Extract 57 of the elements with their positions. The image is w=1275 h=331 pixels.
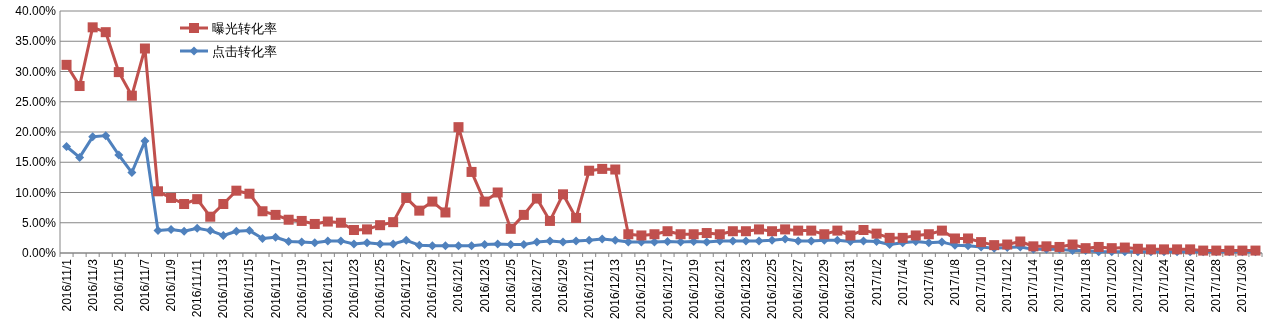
- x-tick-label: 2016/12/5: [503, 258, 518, 313]
- x-tick-label: 2016/12/9: [556, 258, 571, 313]
- x-tick-label: 2016/12/17: [660, 258, 675, 320]
- x-tick-label: 2016/11/29: [425, 258, 440, 319]
- x-tick-label: 2016/12/1: [451, 258, 466, 313]
- x-tick-label: 2016/12/3: [477, 258, 492, 313]
- x-tick-label: 2016/11/5: [111, 258, 126, 312]
- x-tick-label: 2016/12/25: [765, 258, 780, 320]
- x-tick-label: 2016/12/11: [582, 258, 597, 319]
- x-tick-label: 2016/11/23: [346, 258, 361, 319]
- x-tick-label: 2016/12/27: [791, 258, 806, 320]
- x-tick-label: 2017/1/8: [947, 258, 962, 306]
- y-tick-label: 40.00%: [15, 4, 57, 18]
- x-tick-label: 2017/1/18: [1078, 258, 1093, 313]
- x-tick-label: 2017/1/2: [869, 258, 884, 306]
- y-tick-label: 5.00%: [21, 215, 57, 230]
- x-tick-label: 2017/1/26: [1183, 258, 1198, 313]
- y-tick-label: 15.00%: [15, 155, 57, 170]
- x-tick-label: 2016/11/21: [320, 258, 335, 319]
- x-tick-label: 2016/12/21: [712, 258, 727, 320]
- y-tick-label: 25.00%: [15, 94, 57, 109]
- legend-label: 曝光转化率: [212, 21, 277, 36]
- x-tick-label: 2016/12/19: [686, 258, 701, 320]
- x-tick-label: 2017/1/24: [1157, 258, 1172, 313]
- x-tick-label: 2016/11/15: [242, 258, 257, 319]
- x-tick-label: 2016/12/29: [817, 258, 832, 320]
- y-tick-label: 30.00%: [15, 64, 57, 79]
- x-tick-label: 2017/1/12: [1000, 258, 1015, 313]
- y-tick-label: 20.00%: [15, 125, 57, 139]
- x-tick-label: 2017/1/22: [1130, 258, 1145, 313]
- x-tick-label: 2016/12/13: [608, 258, 623, 320]
- x-tick-label: 2016/11/9: [164, 258, 179, 312]
- x-tick-label: 2016/12/7: [529, 258, 544, 313]
- x-tick-label: 2016/11/11: [190, 258, 205, 318]
- x-tick-label: 2016/12/31: [843, 258, 858, 320]
- legend-label: 点击转化率: [212, 44, 277, 59]
- x-tick-label: 2016/11/13: [216, 258, 231, 319]
- x-tick-label: 2016/11/7: [137, 258, 152, 312]
- x-tick-label: 2017/1/6: [921, 258, 936, 306]
- x-tick-label: 2016/11/19: [294, 258, 309, 319]
- x-tick-label: 2017/1/16: [1052, 258, 1067, 313]
- x-tick-label: 2017/1/4: [895, 258, 910, 306]
- x-tick-label: 2017/1/28: [1209, 258, 1224, 313]
- y-tick-label: 10.00%: [15, 185, 57, 200]
- x-tick-label: 2017/1/14: [1026, 258, 1041, 313]
- x-tick-label: 2016/11/3: [85, 258, 100, 312]
- y-tick-label: 0.00%: [21, 246, 57, 260]
- x-tick-label: 2016/11/25: [373, 258, 388, 319]
- x-tick-label: 2016/11/1: [59, 258, 74, 312]
- x-tick-label: 2017/1/10: [974, 258, 989, 313]
- x-tick-label: 2016/12/23: [738, 258, 753, 320]
- x-tick-label: 2016/11/17: [268, 258, 283, 319]
- x-tick-label: 2016/12/15: [634, 258, 649, 320]
- x-tick-label: 2017/1/20: [1104, 258, 1119, 313]
- x-tick-label: 2017/1/30: [1235, 258, 1250, 313]
- y-tick-label: 35.00%: [15, 34, 57, 49]
- x-tick-label: 2016/11/27: [399, 258, 414, 319]
